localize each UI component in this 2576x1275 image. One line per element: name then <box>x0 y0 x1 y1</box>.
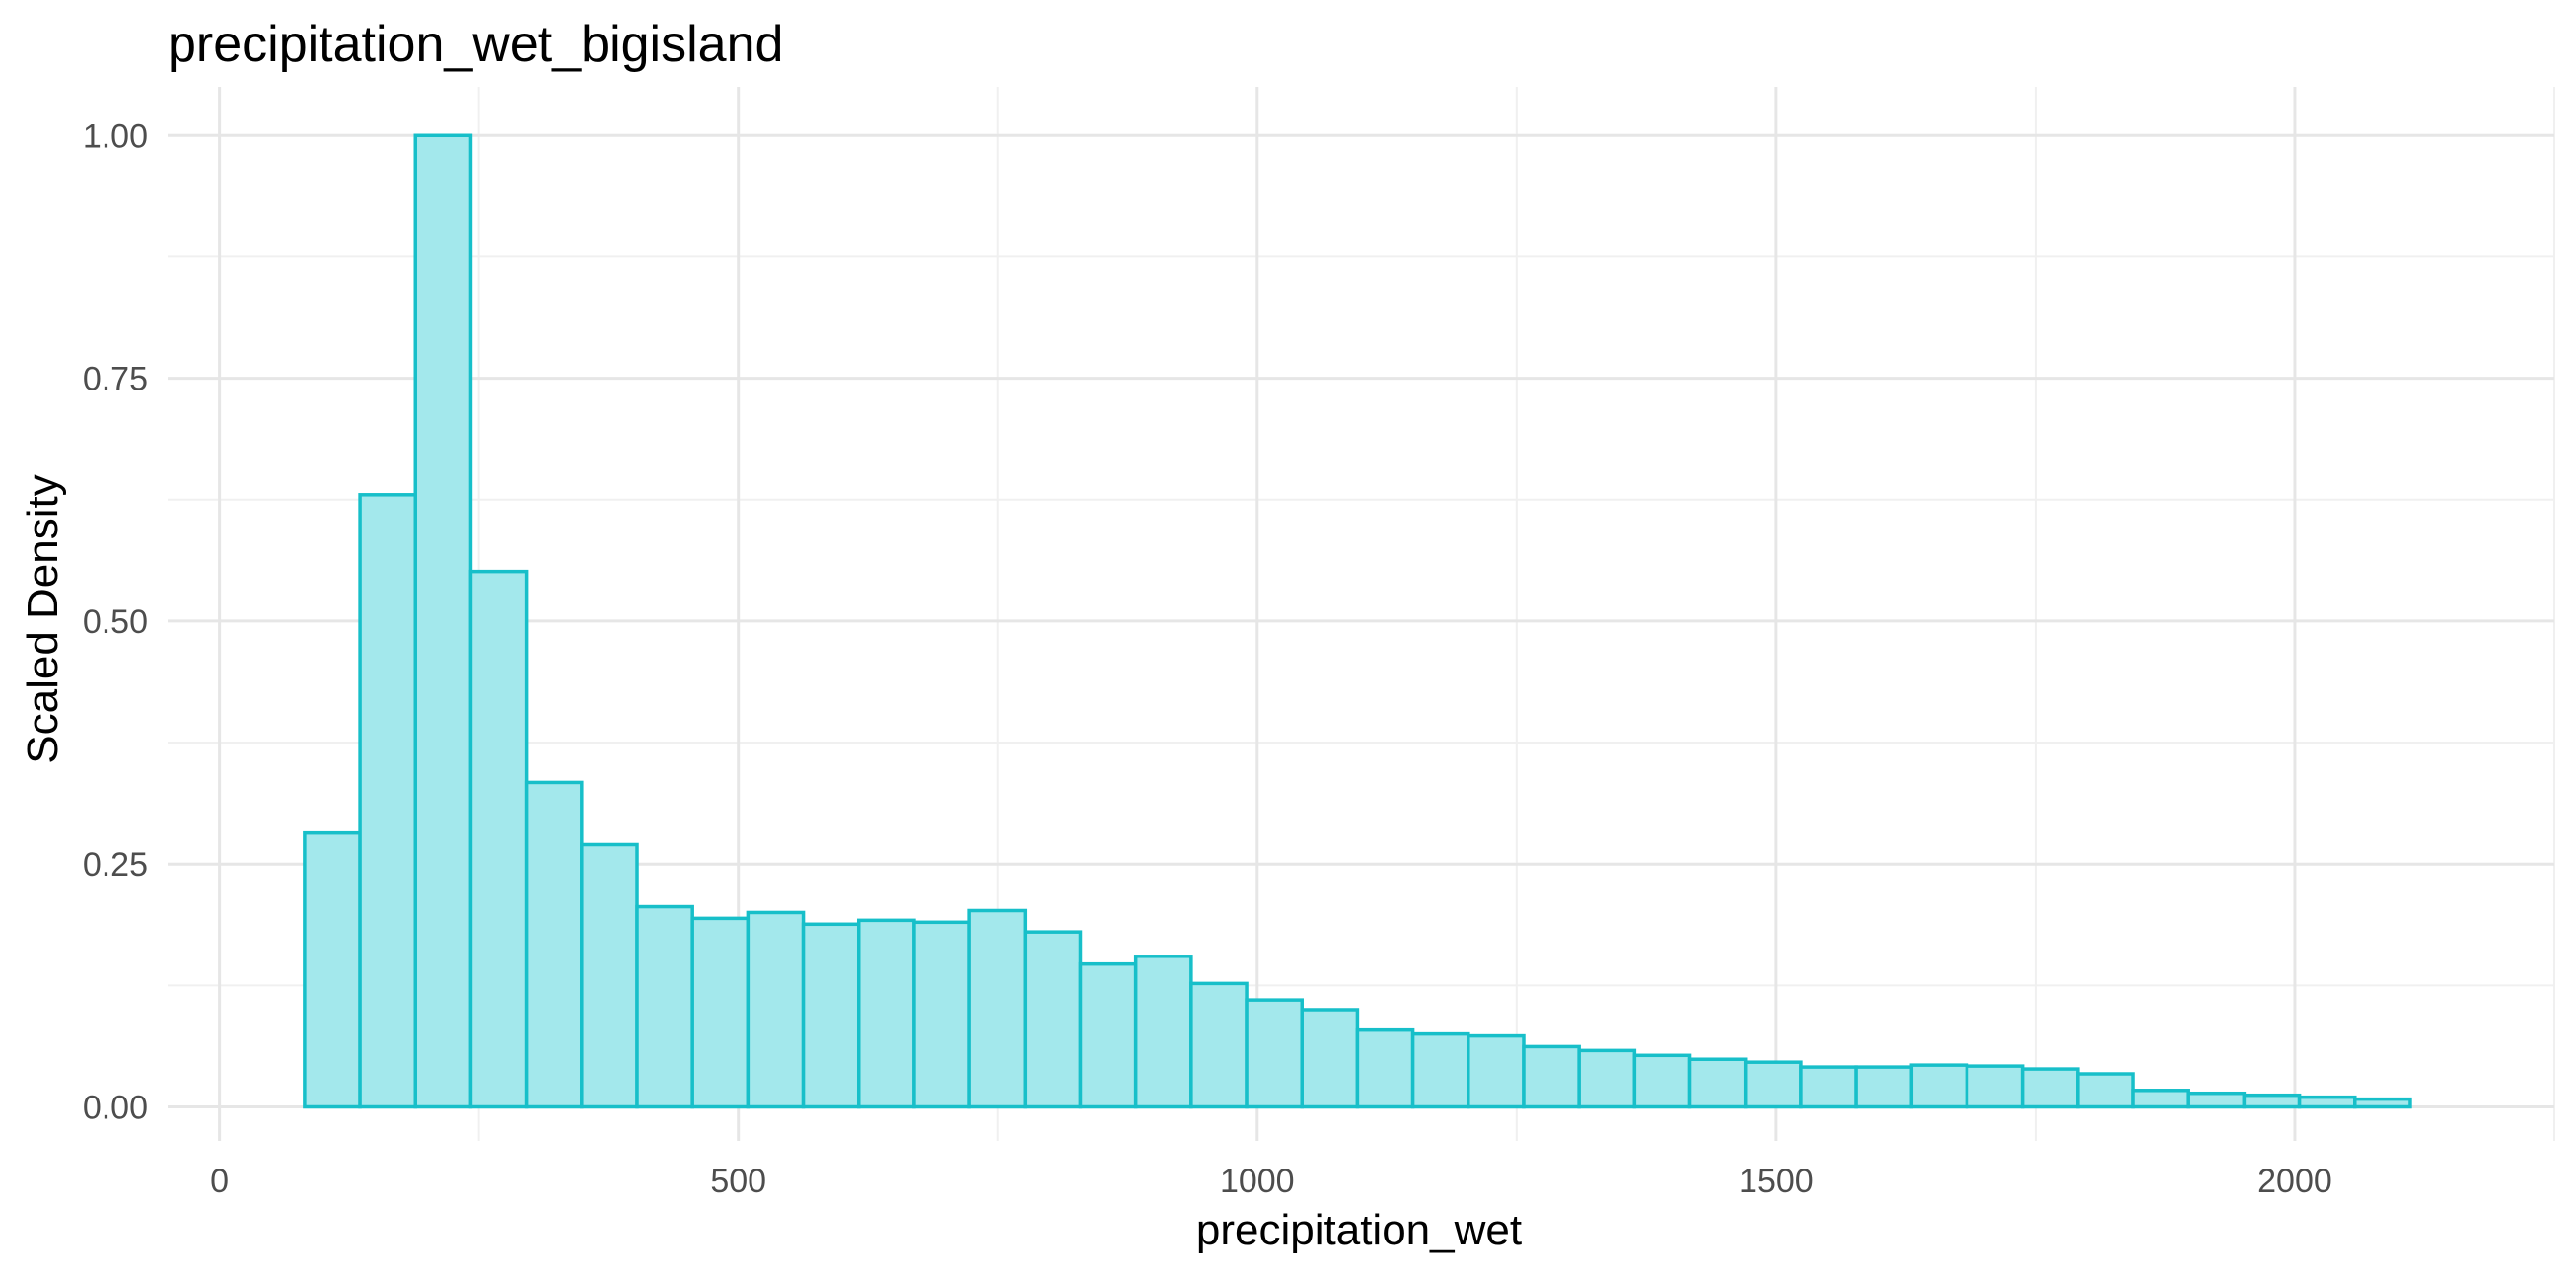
histogram-bar <box>912 920 971 1109</box>
histogram-bar <box>2131 1089 2190 1109</box>
histogram-bar <box>468 569 529 1109</box>
y-axis-tick-labels: 0.00 0.25 0.50 0.75 1.00 <box>83 117 148 1126</box>
histogram-bar <box>1245 998 1304 1109</box>
histogram-bar <box>967 908 1028 1109</box>
x-tick-label: 1500 <box>1739 1163 1814 1200</box>
histogram-bar <box>1467 1033 1526 1109</box>
x-tick-label: 0 <box>210 1163 229 1200</box>
histogram-bar <box>413 133 473 1109</box>
y-tick-label: 0.25 <box>83 846 148 884</box>
histogram-bar <box>1577 1048 1637 1109</box>
histogram-bar <box>801 922 861 1109</box>
histogram-bar <box>1133 955 1193 1109</box>
histogram-bar <box>690 916 751 1109</box>
histogram-bar <box>2297 1095 2357 1109</box>
x-tick-label: 2000 <box>2257 1163 2332 1200</box>
histogram-bar <box>1687 1057 1748 1109</box>
histogram-bar <box>1410 1031 1470 1109</box>
histogram-bar <box>303 830 362 1109</box>
histogram-bar <box>1909 1063 1969 1109</box>
histogram-bar <box>2076 1072 2135 1109</box>
x-axis-title: precipitation_wet <box>1196 1206 1522 1254</box>
histogram-bar <box>2186 1091 2247 1109</box>
histogram-bar <box>1078 961 1138 1109</box>
histogram-bar <box>1023 930 1083 1109</box>
histogram-bar <box>2020 1067 2080 1109</box>
y-tick-label: 0.75 <box>83 361 148 398</box>
histogram-bar <box>1300 1008 1360 1109</box>
histogram-bar <box>856 918 916 1109</box>
histogram-bar <box>746 910 806 1109</box>
histogram-bar <box>1632 1053 1692 1109</box>
x-axis-tick-labels: 0 500 1000 1500 2000 <box>210 1163 2332 1200</box>
x-tick-label: 1000 <box>1220 1163 1295 1200</box>
histogram-bar <box>1189 981 1249 1109</box>
y-tick-label: 1.00 <box>83 117 148 155</box>
histogram-bar <box>1743 1060 1803 1109</box>
histogram-bar <box>2242 1093 2302 1109</box>
histogram-bar <box>1522 1044 1581 1109</box>
histogram-bar <box>524 780 584 1109</box>
histogram-bar <box>1854 1065 1914 1109</box>
histogram-bar <box>2353 1097 2412 1109</box>
histogram-bar <box>580 842 639 1109</box>
y-axis-title: Scaled Density <box>19 474 67 763</box>
y-tick-label: 0.00 <box>83 1090 148 1127</box>
histogram-bar <box>358 493 418 1109</box>
histogram-bar <box>635 904 694 1109</box>
histogram-bar <box>1965 1064 2025 1109</box>
histogram-bars <box>303 133 2412 1109</box>
major-gridlines <box>168 87 2554 1141</box>
x-tick-label: 500 <box>710 1163 766 1200</box>
chart-title: precipitation_wet_bigisland <box>168 16 783 73</box>
y-tick-label: 0.50 <box>83 603 148 641</box>
histogram-bar <box>1799 1065 1858 1109</box>
histogram-bar <box>1355 1027 1415 1109</box>
